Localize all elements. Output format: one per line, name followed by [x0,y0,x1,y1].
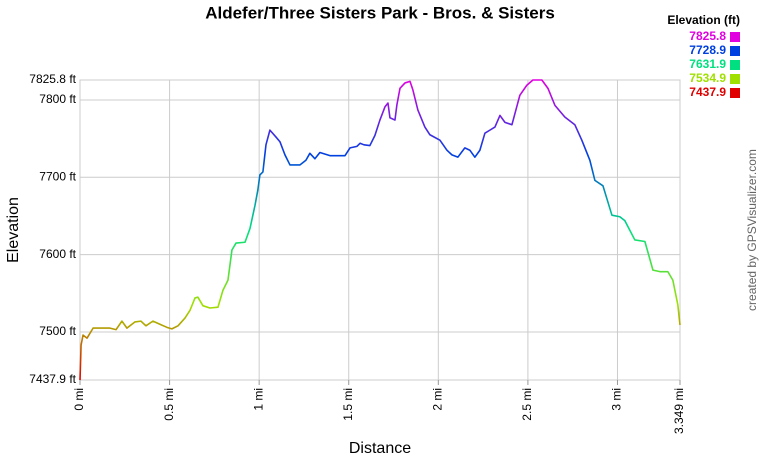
legend-label: 7825.8 [689,29,726,43]
x-tick-label: 1 mi [251,388,265,411]
x-axis-label: Distance [349,440,411,457]
legend-swatch [730,46,740,56]
y-tick-label: 7600 ft [39,247,76,261]
y-tick-label: 7500 ft [39,324,76,338]
legend-title: Elevation (ft) [667,13,740,27]
elevation-line [79,79,681,381]
legend-swatch [730,88,740,98]
x-tick-label: 2 mi [430,388,444,411]
legend-swatch [730,60,740,70]
legend-label: 7728.9 [689,43,726,57]
x-tick-label: 1.5 mi [341,388,355,421]
x-tick-label: 3 mi [610,388,624,411]
x-tick-label: 2.5 mi [520,388,534,421]
chart-title: Aldefer/Three Sisters Park - Bros. & Sis… [205,3,555,22]
legend-label: 7534.9 [689,71,726,85]
y-tick-label: 7825.8 ft [29,72,76,86]
legend-label: 7631.9 [689,57,726,71]
x-tick-label: 0.5 mi [162,388,176,421]
credit: created by GPSVisualizer.com [745,149,759,311]
legend-swatch [730,32,740,42]
y-tick-label: 7700 ft [39,169,76,183]
x-tick-label: 3.349 mi [672,388,686,434]
y-tick-label: 7800 ft [39,92,76,106]
y-axis-label: Elevation [5,197,22,263]
legend-label: 7437.9 [689,85,726,99]
x-tick-label: 0 mi [72,388,86,411]
y-tick-label: 7437.9 ft [29,372,76,386]
legend-swatch [730,74,740,84]
